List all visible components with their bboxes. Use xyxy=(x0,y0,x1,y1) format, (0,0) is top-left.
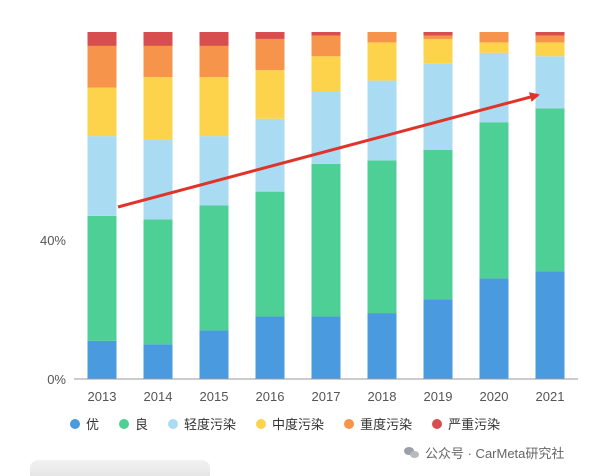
wechat-icon xyxy=(404,446,420,459)
bar-segment-2020-2 xyxy=(479,122,509,279)
bar-segment-2018-5 xyxy=(367,32,397,43)
x-tick-label: 2015 xyxy=(200,389,229,404)
bar-segment-2016-4 xyxy=(255,70,285,119)
bar-segment-2021-2 xyxy=(535,108,565,272)
x-tick-label: 2013 xyxy=(88,389,117,404)
trend-arrow xyxy=(117,92,540,209)
bottom-edge-shadow xyxy=(30,460,210,476)
bar-segment-2019-3 xyxy=(423,63,453,150)
legend-swatch-icon xyxy=(168,418,179,429)
bar-segment-2015-3 xyxy=(199,136,229,206)
y-tick-label: 40% xyxy=(40,233,66,248)
bar-segment-2017-1 xyxy=(311,316,341,379)
legend-swatch-icon xyxy=(432,418,443,429)
bar-segment-2016-3 xyxy=(255,118,285,192)
y-tick-labels: 0% 40% xyxy=(40,233,66,387)
legend: 优 良 轻度污染 中度污染 重度污染 严重污染 xyxy=(70,414,500,433)
bar-segment-2018-3 xyxy=(367,80,397,161)
x-tick-label: 2016 xyxy=(256,389,285,404)
legend-label: 重度污染 xyxy=(360,417,413,432)
legend-label: 良 xyxy=(135,417,149,432)
bar-segment-2013-5 xyxy=(87,45,117,88)
watermark: 公众号 · CarMeta研究社 xyxy=(404,443,564,462)
legend-item: 中度污染 xyxy=(256,414,324,433)
bar-segment-2018-4 xyxy=(367,42,397,81)
bar-segment-2017-2 xyxy=(311,163,341,317)
legend-swatch-icon xyxy=(70,418,80,429)
y-tick-label: 0% xyxy=(47,372,66,387)
x-tick-label: 2017 xyxy=(312,389,341,404)
legend-label: 严重污染 xyxy=(448,417,501,432)
legend-swatch-icon xyxy=(119,418,130,429)
x-tick-label: 2018 xyxy=(368,389,397,404)
bars-layer xyxy=(87,32,565,379)
bar-segment-2014-4 xyxy=(143,77,173,140)
legend-label: 优 xyxy=(86,417,100,432)
trend-arrow-line xyxy=(117,92,540,209)
x-tick-label: 2020 xyxy=(480,389,509,404)
bar-segment-2020-1 xyxy=(479,278,509,379)
bar-segment-2015-5 xyxy=(199,45,229,78)
bar-segment-2021-6 xyxy=(535,32,565,36)
bar-segment-2020-3 xyxy=(479,52,509,123)
bar-segment-2014-5 xyxy=(143,45,173,78)
legend-item: 优 xyxy=(70,414,99,433)
legend-item: 轻度污染 xyxy=(168,414,236,433)
bar-segment-2019-2 xyxy=(423,149,453,300)
bar-segment-2019-4 xyxy=(423,38,453,64)
x-tick-label: 2019 xyxy=(424,389,453,404)
bar-segment-2019-5 xyxy=(423,35,453,39)
watermark-text: 公众号 · CarMeta研究社 xyxy=(425,446,565,461)
bar-segment-2014-3 xyxy=(143,139,173,220)
legend-item: 严重污染 xyxy=(432,414,500,433)
x-tick-label: 2014 xyxy=(144,389,173,404)
bar-segment-2017-6 xyxy=(311,32,341,36)
stacked-bar-chart: 2013 2014 2015 2016 2017 2018 2019 2020 2021 0% 4… xyxy=(40,32,578,404)
bar-segment-2013-6 xyxy=(87,32,117,46)
bar-segment-2013-1 xyxy=(87,340,117,379)
bar-segment-2017-4 xyxy=(311,56,341,91)
bar-segment-2014-1 xyxy=(143,344,173,379)
legend-label: 中度污染 xyxy=(272,417,325,432)
bar-segment-2014-6 xyxy=(143,32,173,46)
bar-segment-2013-4 xyxy=(87,87,117,137)
bar-segment-2016-5 xyxy=(255,38,285,71)
bar-segment-2021-3 xyxy=(535,56,565,109)
bar-segment-2018-1 xyxy=(367,313,397,379)
legend-item: 重度污染 xyxy=(344,414,412,433)
bar-segment-2021-5 xyxy=(535,35,565,43)
bar-segment-2019-6 xyxy=(423,32,453,36)
bar-segment-2020-5 xyxy=(479,32,509,43)
bar-segment-2015-6 xyxy=(199,32,229,46)
bar-segment-2015-1 xyxy=(199,330,229,379)
bar-segment-2019-1 xyxy=(423,299,453,379)
bar-segment-2015-4 xyxy=(199,77,229,137)
bar-segment-2016-2 xyxy=(255,191,285,317)
bar-segment-2020-4 xyxy=(479,42,509,53)
x-tick-label: 2021 xyxy=(536,389,565,404)
bar-segment-2018-2 xyxy=(367,160,397,314)
bar-segment-2016-1 xyxy=(255,316,285,379)
x-tick-labels: 2013 2014 2015 2016 2017 2018 2019 2020 2021 xyxy=(88,389,565,404)
bar-segment-2013-3 xyxy=(87,136,117,216)
bar-segment-2016-6 xyxy=(255,32,285,39)
bar-segment-2021-4 xyxy=(535,42,565,57)
legend-label: 轻度污染 xyxy=(184,417,237,432)
legend-item: 良 xyxy=(119,414,148,433)
bar-segment-2021-1 xyxy=(535,271,565,379)
bar-segment-2014-2 xyxy=(143,219,173,345)
bar-segment-2017-5 xyxy=(311,35,341,57)
bar-segment-2015-2 xyxy=(199,205,229,331)
legend-swatch-icon xyxy=(256,418,267,429)
bar-segment-2013-2 xyxy=(87,215,117,341)
legend-swatch-icon xyxy=(344,418,355,429)
